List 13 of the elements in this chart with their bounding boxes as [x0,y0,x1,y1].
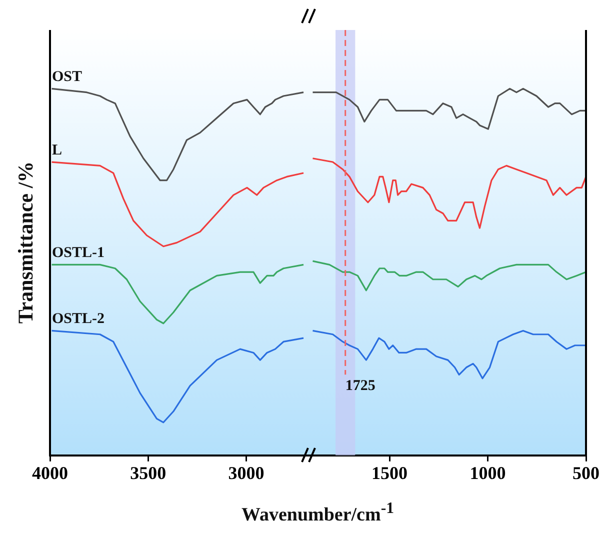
series-label: L [52,142,62,158]
x-tick-label: 1500 [372,462,408,483]
y-axis-title: Transmittance /% [14,162,39,324]
x-axis-title: Wavenumber/cm$^{-1}$ [242,500,394,526]
series-label: OSTL-1 [52,245,105,262]
x-tick-label: 4000 [32,462,68,483]
series-label: OST [52,69,82,86]
x-tick-label: 3500 [130,462,166,483]
x-tick-label: 1000 [470,462,506,483]
x-tick-label: 500 [572,462,600,483]
ref-line-label: 1725 [345,378,376,394]
x-tick-label: 3000 [228,462,264,483]
series-label: OSTL-2 [52,311,105,328]
